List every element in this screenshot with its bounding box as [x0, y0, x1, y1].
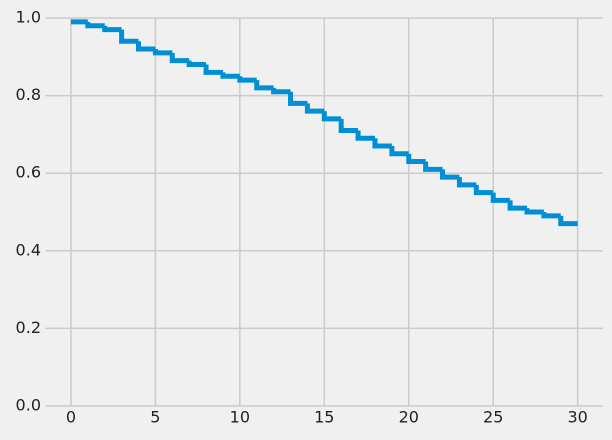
step-segment — [507, 200, 527, 211]
x-tick-label: 25 — [483, 408, 503, 427]
step-segment — [254, 80, 274, 91]
step-segment — [169, 52, 190, 64]
step-segment — [321, 111, 342, 122]
step-segment — [541, 212, 561, 219]
y-tick-label: 0.0 — [16, 396, 41, 415]
step-segment — [152, 49, 173, 56]
step-segment — [524, 208, 544, 215]
step-segment — [220, 72, 240, 79]
step-segment — [119, 29, 139, 44]
step-segment — [102, 25, 122, 33]
x-tick-label: 5 — [150, 408, 160, 427]
step-segment — [406, 153, 426, 165]
step-segment — [423, 161, 443, 172]
step-segment — [558, 215, 578, 227]
y-tick-label: 0.8 — [16, 85, 41, 104]
y-tick-label: 0.4 — [16, 240, 41, 259]
step-segment — [203, 64, 223, 75]
step-segment — [271, 87, 291, 95]
y-tick-label: 1.0 — [16, 8, 41, 27]
y-tick-label: 0.2 — [16, 318, 41, 337]
step-segment — [490, 192, 511, 203]
step-segment — [338, 118, 359, 134]
step-segment — [389, 146, 409, 157]
step-segment — [85, 21, 105, 29]
step-segment — [372, 138, 392, 149]
step-segment — [456, 177, 477, 188]
y-tick-label: 0.6 — [16, 163, 41, 182]
x-tick-label: 10 — [230, 408, 250, 427]
step-segment — [237, 76, 257, 83]
x-tick-label: 20 — [399, 408, 419, 427]
step-segment — [473, 184, 494, 196]
step-segment — [288, 91, 308, 106]
x-tick-label: 15 — [314, 408, 334, 427]
step-segment — [355, 130, 375, 141]
step-segment — [186, 60, 207, 68]
step-segment — [304, 103, 325, 114]
step-segment — [440, 169, 460, 180]
x-tick-label: 30 — [567, 408, 587, 427]
x-tick-label: 0 — [66, 408, 76, 427]
step-segment — [136, 41, 156, 52]
